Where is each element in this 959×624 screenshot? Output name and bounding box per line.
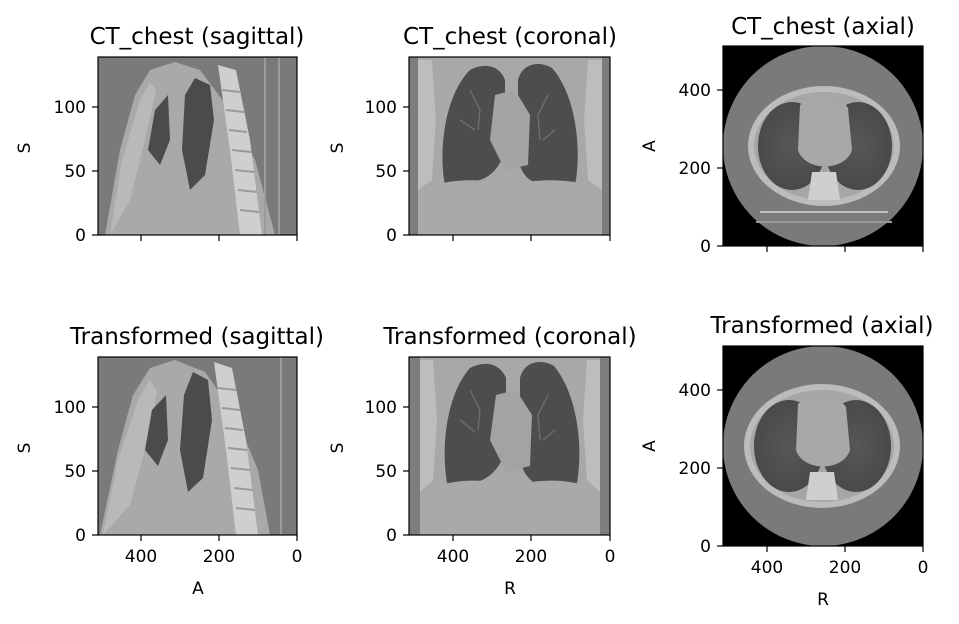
- y-axis-label: A: [640, 440, 660, 452]
- ct-image-sagittal-transformed: [98, 357, 297, 535]
- y-tick-label: 50: [64, 462, 86, 482]
- y-axis-label: S: [15, 143, 35, 154]
- panel-title: Transformed (axial): [710, 313, 934, 339]
- y-tick-label: 0: [700, 537, 711, 557]
- x-axis-label: A: [192, 579, 204, 599]
- y-tick-label: 0: [700, 237, 711, 257]
- y-tick-label: 50: [64, 162, 86, 182]
- x-tick-label: 0: [605, 547, 616, 567]
- x-tick-label: 400: [125, 547, 157, 567]
- y-axis-label: S: [328, 143, 348, 154]
- panel-sagittal-original: CT_chest (sagittal): [15, 24, 304, 246]
- panel-axial-original: CT_chest (axial) 0 200 400 A: [640, 14, 924, 257]
- x-tick-label: 200: [515, 547, 547, 567]
- panel-sagittal-transformed: Transformed (sagittal) 0 50 100 400 200: [15, 324, 324, 599]
- ct-image-sagittal: [98, 57, 297, 235]
- y-tick-label: 0: [75, 526, 86, 546]
- x-tick-label: 400: [437, 547, 469, 567]
- y-axis-label: A: [640, 140, 660, 152]
- panel-title: CT_chest (axial): [731, 14, 915, 40]
- x-tick-label: 200: [203, 547, 235, 567]
- y-tick-label: 0: [386, 226, 397, 246]
- panel-title: CT_chest (coronal): [403, 24, 617, 50]
- panel-title: Transformed (coronal): [382, 324, 636, 350]
- panel-title: Transformed (sagittal): [69, 324, 324, 350]
- x-axis-label: R: [504, 579, 516, 599]
- y-tick-label: 400: [679, 81, 711, 101]
- panel-coronal-transformed: Transformed (coronal) 0 50 100 400 200 0…: [328, 324, 637, 599]
- y-tick-label: 0: [386, 526, 397, 546]
- y-tick-label: 100: [54, 398, 86, 418]
- x-tick-label: 400: [751, 558, 783, 578]
- y-tick-label: 200: [679, 459, 711, 479]
- y-tick-label: 0: [75, 226, 86, 246]
- x-tick-label: 0: [292, 547, 303, 567]
- panel-coronal-original: CT_chest (coronal) 0 50 100 S: [328, 24, 617, 246]
- y-tick-label: 200: [679, 159, 711, 179]
- y-tick-label: 400: [679, 381, 711, 401]
- x-tick-label: 0: [918, 558, 929, 578]
- x-tick-label: 200: [829, 558, 861, 578]
- ct-image-axial: [723, 46, 923, 246]
- y-tick-label: 100: [365, 98, 397, 118]
- y-axis-label: S: [15, 443, 35, 454]
- y-tick-label: 50: [375, 162, 397, 182]
- panel-title: CT_chest (sagittal): [90, 24, 305, 50]
- x-axis-label: R: [817, 590, 829, 610]
- ct-image-coronal-transformed: [409, 357, 610, 535]
- y-axis-label: S: [328, 443, 348, 454]
- y-tick-label: 100: [54, 98, 86, 118]
- ct-image-axial-transformed: [723, 346, 923, 546]
- ct-image-coronal: [409, 57, 610, 235]
- y-tick-label: 50: [375, 462, 397, 482]
- y-tick-label: 100: [365, 398, 397, 418]
- panel-axial-transformed: Transformed (axial) 0 200 400 400 200 0 …: [640, 313, 934, 610]
